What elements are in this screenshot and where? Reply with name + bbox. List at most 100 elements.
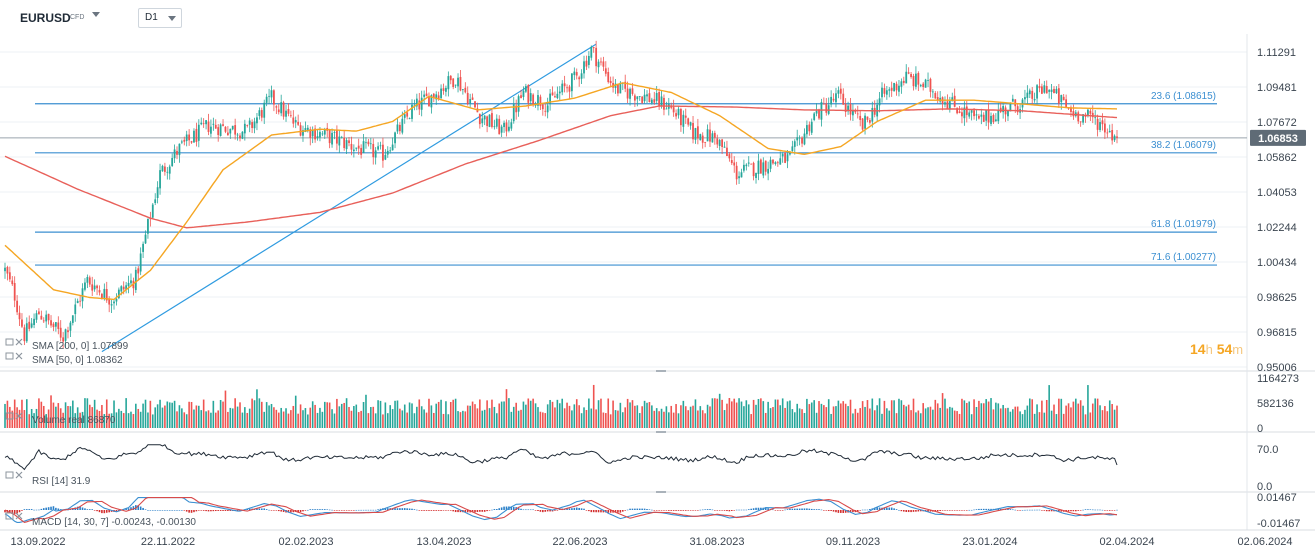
volume-bar <box>9 406 11 428</box>
candle-body <box>214 124 217 129</box>
timeframe-select[interactable]: D1 <box>138 8 182 28</box>
candle-body <box>837 90 840 94</box>
macd-histogram-bar <box>1012 509 1014 511</box>
volume-bar <box>878 398 881 428</box>
macd-histogram-bar <box>449 510 452 511</box>
volume-bar <box>1058 398 1060 428</box>
candle-body <box>159 170 161 189</box>
volume-bar <box>45 414 47 428</box>
volume-bar <box>183 412 186 428</box>
close-icon <box>15 352 23 360</box>
candle-body <box>854 110 857 113</box>
macd-histogram-bar <box>357 509 360 511</box>
macd-histogram-bar <box>1101 509 1104 511</box>
candle-body <box>314 128 317 140</box>
volume-bar <box>827 399 830 428</box>
candle-body <box>1002 106 1005 113</box>
volume-bar <box>898 398 900 428</box>
macd-histogram-bar <box>643 508 646 510</box>
macd-histogram-bar <box>743 509 745 511</box>
candle-body <box>251 122 254 129</box>
macd-histogram-bar <box>236 510 239 512</box>
macd-histogram-bar <box>355 509 358 511</box>
volume-bar <box>992 409 995 428</box>
candle-body <box>205 120 207 125</box>
volume-bar <box>1087 385 1089 428</box>
volume-bar <box>895 413 898 428</box>
volume-bar <box>769 408 772 428</box>
candle-body <box>11 280 14 285</box>
macd-histogram-bar <box>522 509 525 511</box>
volume-bar <box>277 412 280 428</box>
macd-histogram-bar <box>466 510 469 513</box>
candle-body <box>1082 114 1084 123</box>
candle-body <box>505 122 508 132</box>
macd-histogram-bar <box>687 510 689 511</box>
timer-minutes-unit: m <box>1232 342 1244 357</box>
candle-body <box>352 149 355 152</box>
macd-histogram-bar <box>546 510 549 512</box>
macd-histogram-bar <box>144 509 147 510</box>
time-axis-tick-label: 22.11.2022 <box>141 536 195 548</box>
volume-bar <box>236 406 239 428</box>
candle-body <box>866 116 869 120</box>
timer-hours: 14 <box>1190 341 1206 357</box>
volume-bar <box>597 400 600 428</box>
macd-histogram-bar <box>544 510 547 512</box>
volume-bar <box>498 403 501 428</box>
macd-histogram-bar <box>510 506 513 510</box>
volume-bar <box>549 399 551 428</box>
volume-bar <box>401 410 404 428</box>
macd-histogram-bar <box>740 509 743 511</box>
volume-bar <box>282 411 285 428</box>
candle-body <box>755 172 757 178</box>
macd-histogram-bar <box>772 509 774 511</box>
macd-histogram-bar <box>672 510 675 511</box>
symbol-dropdown-icon[interactable] <box>92 12 100 17</box>
macd-histogram-bar <box>629 508 631 510</box>
candle-body <box>338 136 341 146</box>
volume-bar <box>127 413 130 428</box>
macd-histogram-bar <box>430 510 433 511</box>
candle-body <box>721 139 724 147</box>
volume-bar <box>941 393 944 428</box>
candle-body <box>646 94 648 97</box>
macd-histogram-bar <box>958 510 961 511</box>
volume-bar <box>1060 398 1063 428</box>
time-axis-tick-label: 13.09.2022 <box>10 536 65 548</box>
macd-histogram-bar <box>4 510 6 513</box>
macd-histogram-bar <box>23 509 26 510</box>
candle-body <box>759 159 762 174</box>
volume-bar <box>682 400 685 428</box>
candle-body <box>665 108 668 110</box>
candle-body <box>631 88 634 94</box>
candle-body <box>871 107 874 122</box>
volume-bar <box>227 411 229 428</box>
candle-body <box>498 118 501 135</box>
candle-body <box>447 76 450 90</box>
candle-body <box>641 96 644 103</box>
candle-body <box>292 117 295 124</box>
volume-bar <box>338 406 341 428</box>
macd-histogram-bar <box>777 510 779 511</box>
volume-bar <box>856 412 859 428</box>
macd-histogram-bar <box>26 509 28 510</box>
macd-histogram-bar <box>386 508 389 510</box>
volume-bar <box>156 404 159 428</box>
macd-histogram-bar <box>1067 510 1070 512</box>
macd-histogram-bar <box>905 510 908 512</box>
candle-body <box>512 104 515 122</box>
macd-histogram-bar <box>319 509 321 510</box>
volume-bar <box>69 406 72 428</box>
symbol-name[interactable]: EURUSD <box>20 11 71 25</box>
volume-bar <box>980 403 983 428</box>
candle-body <box>583 61 585 74</box>
macd-histogram-bar <box>195 510 198 512</box>
macd-histogram-bar <box>353 510 355 511</box>
volume-bar <box>922 403 924 428</box>
macd-histogram-bar <box>927 510 929 512</box>
candle-body <box>520 95 522 99</box>
candle-body <box>1057 88 1060 104</box>
candle-body <box>684 115 687 118</box>
